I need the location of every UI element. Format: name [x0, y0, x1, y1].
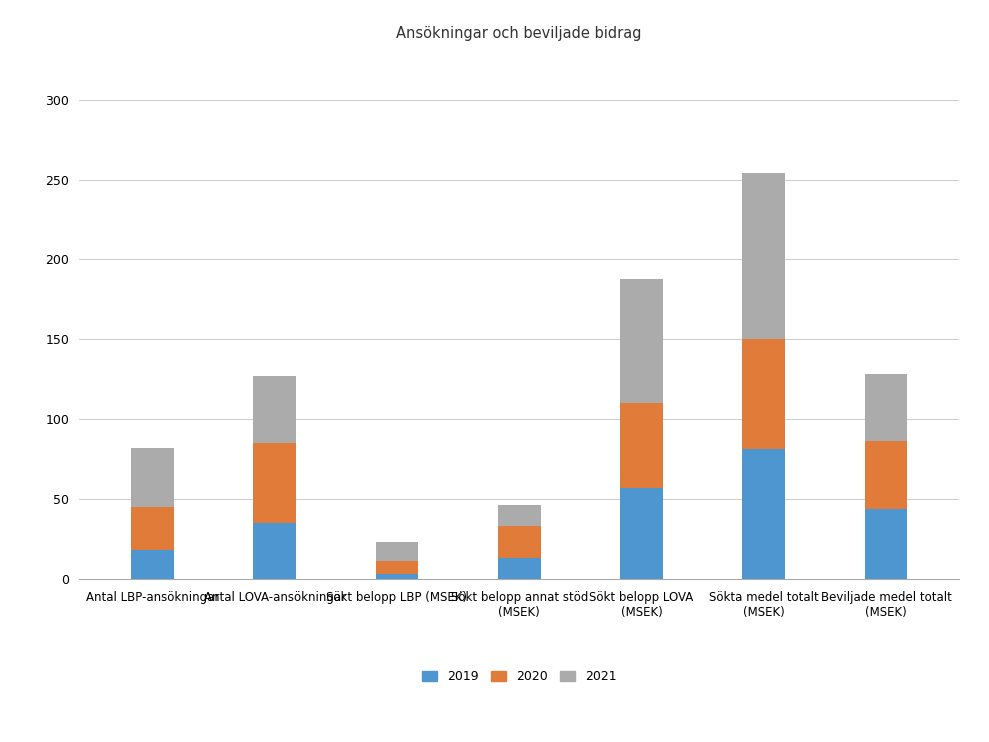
Legend: 2019, 2020, 2021: 2019, 2020, 2021	[416, 666, 622, 689]
Bar	[132, 507, 174, 550]
Bar	[497, 505, 541, 526]
Bar	[376, 574, 418, 579]
Bar	[743, 450, 785, 579]
Bar	[497, 558, 541, 579]
Bar	[376, 542, 418, 561]
Bar	[620, 403, 663, 487]
Bar	[743, 339, 785, 450]
Bar	[253, 523, 296, 579]
Title: Ansökningar och beviljade bidrag: Ansökningar och beviljade bidrag	[397, 26, 642, 41]
Bar	[253, 376, 296, 443]
Bar	[132, 550, 174, 579]
Bar	[743, 174, 785, 339]
Bar	[497, 526, 541, 558]
Bar	[864, 508, 907, 579]
Bar	[620, 279, 663, 403]
Bar	[864, 441, 907, 508]
Bar	[376, 561, 418, 574]
Bar	[132, 448, 174, 507]
Bar	[253, 443, 296, 523]
Bar	[864, 375, 907, 441]
Bar	[620, 487, 663, 579]
